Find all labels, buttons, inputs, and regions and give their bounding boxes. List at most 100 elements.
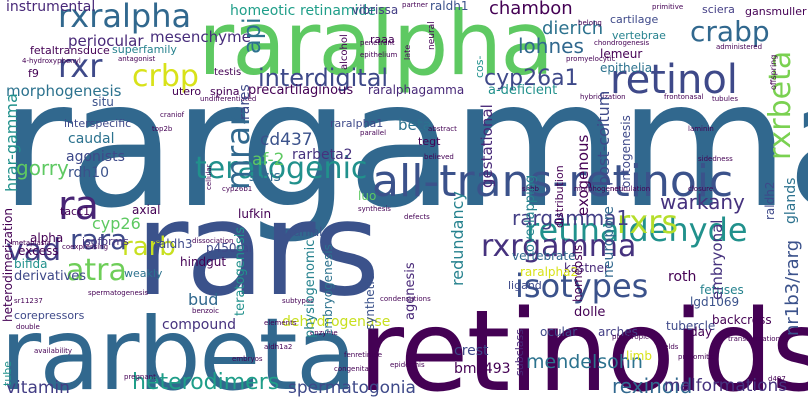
word: heterodimerization [1,207,15,322]
word: corepressors [14,309,85,322]
word: backcross [712,313,772,327]
word: raralphagamma [368,83,465,97]
word: rxrgamma [481,229,637,264]
word: yields [658,343,679,351]
word: epithelium [360,51,398,59]
word: limb [626,349,652,363]
word: gansmuller [745,5,807,18]
word: cyp26b1 [222,185,253,193]
word: compound [162,317,236,333]
word: believed [424,153,454,161]
word: shhb [522,185,539,193]
word: enzyme [310,329,338,337]
word: cellular [205,164,213,190]
word: spina [210,85,240,98]
word: distribution [553,165,566,228]
word: frontonasal [664,93,704,101]
word: primitive [652,3,684,11]
word: vibrissa [352,3,399,17]
word: subclass [513,329,526,376]
word: crabp [690,15,770,48]
word: rdh10 [68,165,110,181]
word: derivatives [14,269,87,284]
word: coexpressing [62,243,109,251]
word: sr11237 [14,297,43,305]
word: retinamide [300,3,376,19]
word: presomitic [678,353,715,361]
word: laminin [688,125,714,133]
word: tubules [712,95,738,103]
word: cos- [473,55,486,78]
word: synthetic [363,274,377,330]
word: d407 [768,375,786,383]
word: warkany [660,190,745,214]
word: rexinoid [612,374,693,398]
word: neuropore [601,206,617,278]
word: congenital [334,365,371,373]
word: retinoids [358,287,808,404]
word: sciera [702,3,735,16]
word: kastner [564,261,609,275]
word: rxr [58,47,103,85]
word: lufkin [238,207,272,221]
word: epidermis [390,361,425,369]
word: overlapping [523,174,538,252]
word: spermatogonia [288,378,416,398]
word: rars [135,173,380,325]
word: defects [404,213,430,221]
word: penetrant [360,39,395,47]
word: mrar [219,112,257,190]
word: rxralpha [58,0,192,35]
word: rargamma1 [512,206,630,230]
word: all-trans-retinoic [372,156,734,207]
word: hybridization [580,93,626,101]
word: cyp26a1 [484,66,579,91]
word: chambon [489,0,573,19]
word: vitamin [6,378,70,398]
word: ontogenesis [619,115,633,188]
word: raldh1 [430,0,469,13]
word: atra [66,253,127,288]
word: rarbeta [0,296,357,404]
word: caudal [68,131,115,147]
word: ocular [540,325,578,339]
word: morphogenetic [574,185,628,193]
word: embryonal [708,219,726,300]
word: transformations [728,335,784,343]
word: ra [58,183,99,229]
word: fetuses [700,283,744,297]
word: rares [237,84,253,120]
word: vertebrae [612,29,666,42]
word: lemeur [600,47,643,61]
word: excess [18,244,59,258]
word: teratogenic [195,151,368,186]
word: day [690,325,713,339]
word: pleiotropic [612,333,649,341]
word: cartilage [610,13,659,26]
word: alcohol [339,34,350,70]
word: a-deficient [488,83,558,98]
word: heterodimers [132,370,280,395]
word: bms493 [454,361,511,377]
word: closure [688,185,714,193]
word: interspecific [64,117,132,130]
word: teratogenesis [233,226,248,316]
word: bifida [14,257,48,271]
word: agonists [66,149,125,165]
word: mendelsohn [526,351,643,373]
word: f9 [28,67,39,80]
word: belong [578,19,602,27]
word: rarb [122,232,176,262]
word: axial [132,203,161,217]
word: dissociation [192,237,234,245]
word: luo [358,189,377,203]
word: situ [92,95,114,109]
word: post-coitum [594,90,613,186]
word: 4-hydroxyphenyl [22,57,81,65]
word: raldh3 [154,237,193,251]
word: cd437 [260,130,313,150]
word: af-2 [252,150,285,170]
word: partner [402,1,428,9]
word: parallel [360,129,387,137]
